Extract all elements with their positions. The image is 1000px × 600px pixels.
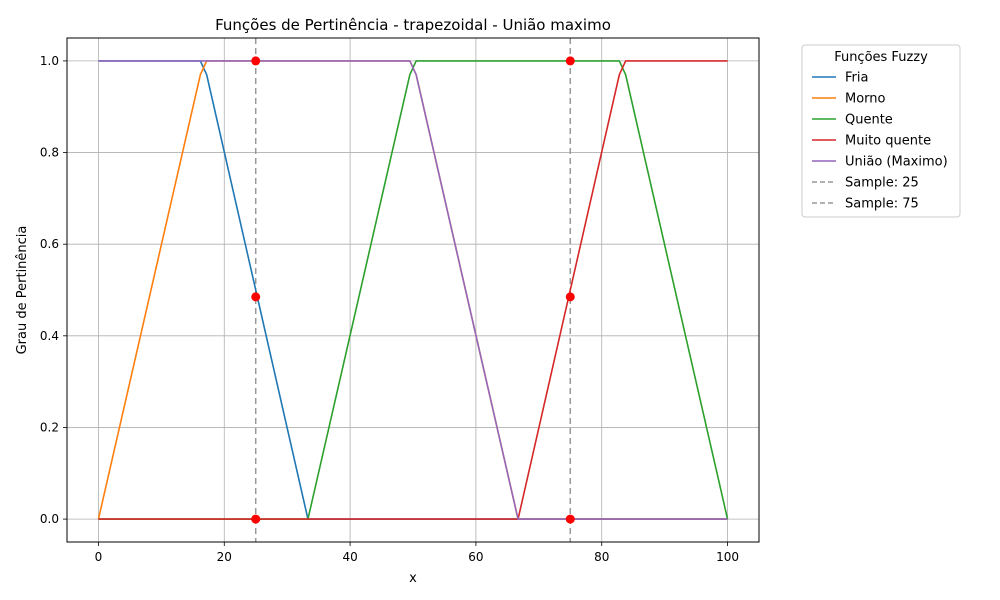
legend-label: Sample: 25 [845, 176, 919, 191]
series-line-uni-o-maximo [98, 60, 728, 520]
y-tick-label: 0.4 [40, 329, 59, 343]
legend-label: Sample: 75 [845, 197, 919, 212]
legend-label: Fria [845, 71, 868, 86]
series-lines [97, 60, 729, 520]
y-tick-label: 0.6 [40, 237, 59, 251]
legend-box [801, 44, 961, 218]
chart-title: Funções de Pertinência - trapezoidal - U… [215, 16, 611, 34]
legend-label: Muito quente [845, 134, 931, 149]
legend-label: Quente [845, 113, 893, 128]
legend-label: União (Maximo) [845, 155, 948, 170]
sample-marker [565, 514, 575, 524]
y-axis-label: Grau de Pertinência [15, 226, 30, 355]
y-tick-label: 1.0 [40, 54, 59, 68]
sample-marker [251, 56, 261, 66]
x-tick-label: 100 [716, 550, 739, 564]
legend-label: Morno [845, 92, 886, 107]
y-tick-label: 0.2 [40, 420, 59, 434]
legend-items: Fria Morno Quente Muito quente União (Maximo… [812, 71, 948, 212]
sample-marker [565, 292, 575, 302]
x-tick-label: 60 [468, 550, 483, 564]
legend: Funções Fuzzy Fria Morno Quente Muito quent… [801, 44, 961, 218]
legend-title: Funções Fuzzy [834, 50, 928, 65]
x-tick-label: 40 [342, 550, 357, 564]
x-tick-label: 0 [95, 550, 103, 564]
sample-marker [251, 514, 261, 524]
sample-marker [251, 292, 261, 302]
plot-frame [66, 37, 760, 543]
sample-marker [565, 56, 575, 66]
x-tick-label: 20 [217, 550, 232, 564]
x-axis-label: x [409, 571, 417, 586]
x-tick-label: 80 [594, 550, 609, 564]
series-line-muito-quente [98, 60, 728, 520]
axis-ticks: 0 20 40 60 80 100 0.0 0.2 0.4 0.6 0.8 1.0 [40, 54, 739, 564]
sample-markers [251, 56, 575, 524]
y-tick-label: 0.8 [40, 146, 59, 160]
y-tick-label: 0.0 [40, 512, 59, 526]
